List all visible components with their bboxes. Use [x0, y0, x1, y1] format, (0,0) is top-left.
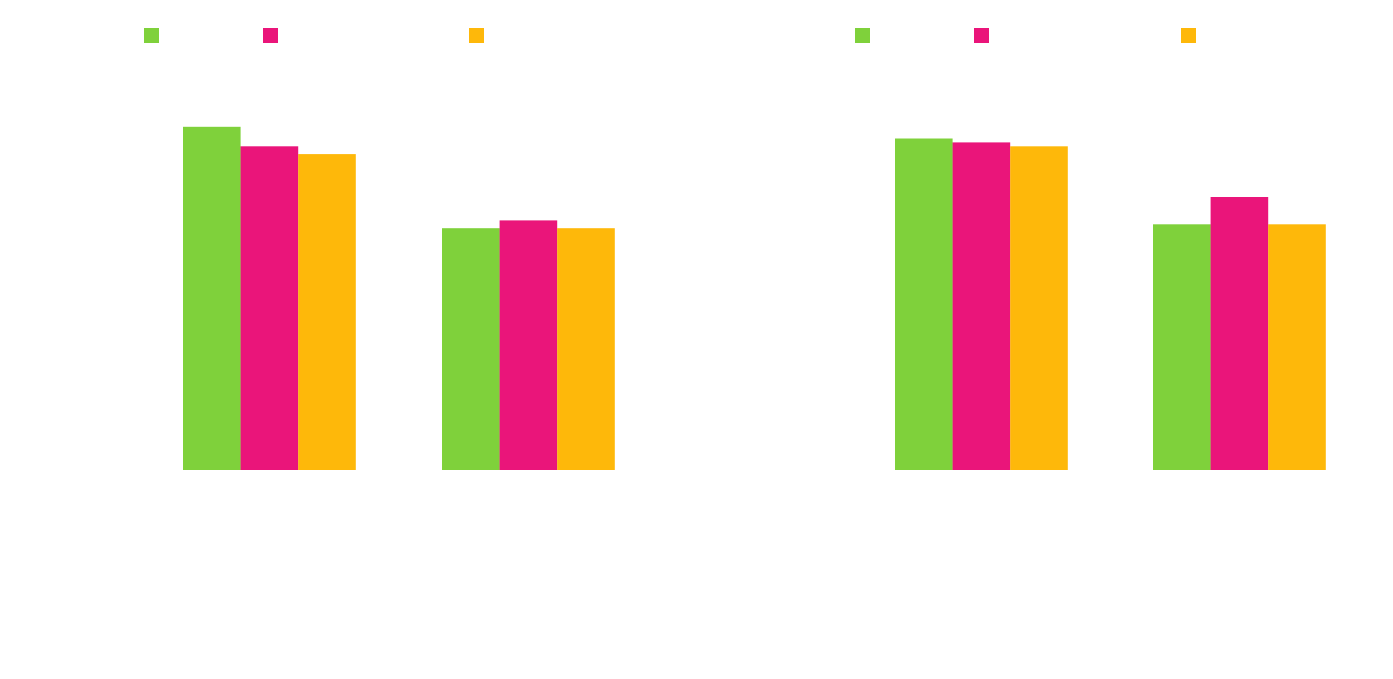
left-bar-chart: [144, 28, 615, 471]
bar-group-1-series-3: [298, 154, 356, 470]
bar-group-2-series-2: [499, 220, 558, 470]
bar-group-1-series-2: [240, 146, 299, 471]
bar-group-1-series-1: [183, 126, 241, 471]
bar-group-2-series-3: [557, 228, 615, 470]
bar-group-2-series-1: [1153, 224, 1211, 470]
bar-group-2-series-1: [442, 228, 500, 470]
bar-group-1-series-3: [1010, 146, 1068, 471]
legend-swatch-3: [469, 28, 484, 43]
legend-swatch-1: [855, 28, 870, 43]
legend-swatch-3: [1181, 28, 1196, 43]
bar-group-1-series-1: [895, 138, 953, 470]
legend-swatch-2: [263, 28, 278, 43]
right-bar-chart: [855, 28, 1326, 471]
legend-swatch-1: [144, 28, 159, 43]
bar-group-2-series-2: [1210, 197, 1269, 470]
bar-group-2-series-3: [1268, 224, 1326, 470]
bar-group-1-series-2: [952, 142, 1011, 470]
legend-swatch-2: [974, 28, 989, 43]
